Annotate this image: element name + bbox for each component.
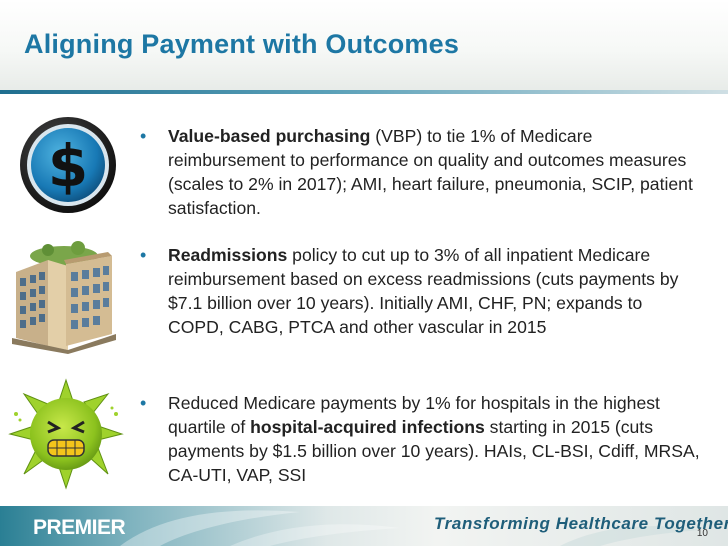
- footer-band: PREMIER: [0, 506, 728, 546]
- page-number: 10: [696, 528, 708, 539]
- bullet-marker: •: [140, 393, 147, 413]
- dollar-coin-icon: $: [20, 117, 116, 213]
- bullet-body-pre: Reduced Medicare payments by 1% for hosp…: [168, 393, 660, 437]
- tagline-text: Transforming Healthcare Together: [434, 514, 728, 533]
- slide-title: Aligning Payment with Outcomes: [24, 29, 460, 59]
- bullet-body: (VBP) to tie 1% of Medicare reimbursemen…: [168, 126, 693, 218]
- bullet-body: policy to cut up to 3% of all inpatient …: [168, 245, 679, 337]
- bullet-emphasis: Value-based purchasing: [168, 126, 371, 146]
- bullet-item-hai: • Reduced Medicare payments by 1% for ho…: [140, 391, 700, 487]
- footer-leaf-decoration: [120, 510, 700, 546]
- bullet-text: Readmissions policy to cut up to 3% of a…: [168, 243, 700, 339]
- bullet-item-readmissions: • Readmissions policy to cut up to 3% of…: [140, 243, 700, 339]
- bullet-emphasis: hospital-acquired infections: [250, 417, 485, 437]
- dollar-glyph: $: [48, 132, 88, 200]
- bullet-item-vbp: • Value-based purchasing (VBP) to tie 1%…: [140, 124, 700, 220]
- bullet-text: Reduced Medicare payments by 1% for hosp…: [168, 391, 700, 487]
- premier-logo: PREMIER: [33, 516, 126, 539]
- footer-tagline: Transforming Healthcare TogetherSM: [434, 514, 728, 534]
- bullet-text: Value-based purchasing (VBP) to tie 1% o…: [168, 124, 700, 220]
- bullet-body: starting in 2015 (cuts payments by $1.5 …: [168, 417, 700, 485]
- bullet-marker: •: [140, 245, 147, 265]
- header-divider: [0, 90, 728, 94]
- header-band: [0, 0, 728, 92]
- hospital-building-icon: [12, 241, 116, 354]
- bullet-marker: •: [140, 126, 147, 146]
- bullet-emphasis: Readmissions: [168, 245, 288, 265]
- germ-icon: [8, 378, 124, 490]
